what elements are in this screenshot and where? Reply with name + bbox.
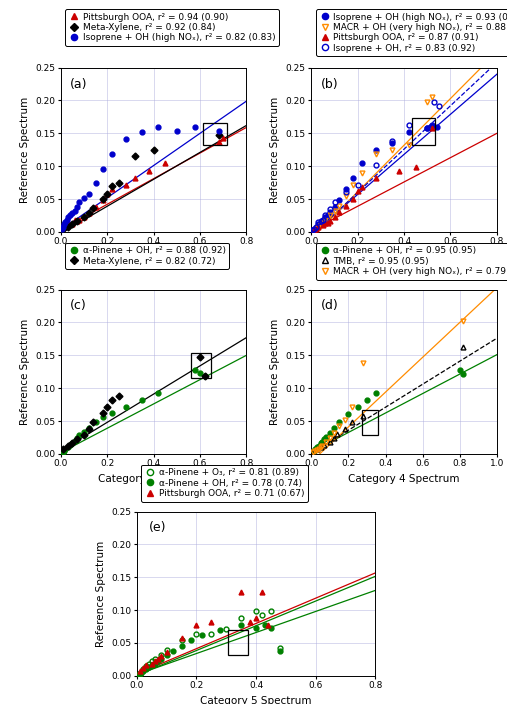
Text: (b): (b) [320, 77, 338, 91]
Legend: α-Pinene + O₃, r² = 0.81 (0.89), α-Pinene + OH, r² = 0.78 (0.74), Pittsburgh OOA: α-Pinene + O₃, r² = 0.81 (0.89), α-Pinen… [141, 465, 308, 502]
Y-axis label: Reference Spectrum: Reference Spectrum [96, 541, 105, 647]
Legend: Isoprene + OH (high NOₓ), r² = 0.93 (0.92), MACR + OH (very high NOₓ), r² = 0.88: Isoprene + OH (high NOₓ), r² = 0.93 (0.9… [316, 9, 507, 56]
Y-axis label: Reference Spectrum: Reference Spectrum [20, 96, 29, 203]
Legend: α-Pinene + OH, r² = 0.88 (0.92), Meta-Xylene, r² = 0.82 (0.72): α-Pinene + OH, r² = 0.88 (0.92), Meta-Xy… [65, 243, 229, 269]
Y-axis label: Reference Spectrum: Reference Spectrum [270, 96, 280, 203]
X-axis label: Category 4 Spectrum: Category 4 Spectrum [348, 474, 460, 484]
Text: (a): (a) [70, 77, 88, 91]
Bar [363, 410, 378, 436]
Text: (c): (c) [70, 299, 87, 313]
Legend: α-Pinene + OH, r² = 0.95 (0.95), TMB, r² = 0.95 (0.95), MACR + OH (very high NOₓ: α-Pinene + OH, r² = 0.95 (0.95), TMB, r²… [316, 243, 507, 279]
Text: (e): (e) [149, 522, 166, 534]
Bar [228, 630, 248, 655]
Legend: Pittsburgh OOA, r² = 0.94 (0.90), Meta-Xylene, r² = 0.92 (0.84), Isoprene + OH (: Pittsburgh OOA, r² = 0.94 (0.90), Meta-X… [65, 9, 279, 46]
Bar [191, 353, 211, 378]
X-axis label: Category 2 Spectrum: Category 2 Spectrum [348, 252, 460, 262]
X-axis label: Category 1 Spectrum: Category 1 Spectrum [98, 252, 209, 262]
Y-axis label: Reference Spectrum: Reference Spectrum [270, 319, 280, 425]
Text: (d): (d) [320, 299, 338, 313]
X-axis label: Category 5 Spectrum: Category 5 Spectrum [200, 696, 312, 704]
Y-axis label: Reference Spectrum: Reference Spectrum [20, 319, 29, 425]
X-axis label: Category 3 Spectrum: Category 3 Spectrum [98, 474, 209, 484]
Bar [203, 123, 227, 144]
Bar [412, 118, 436, 144]
